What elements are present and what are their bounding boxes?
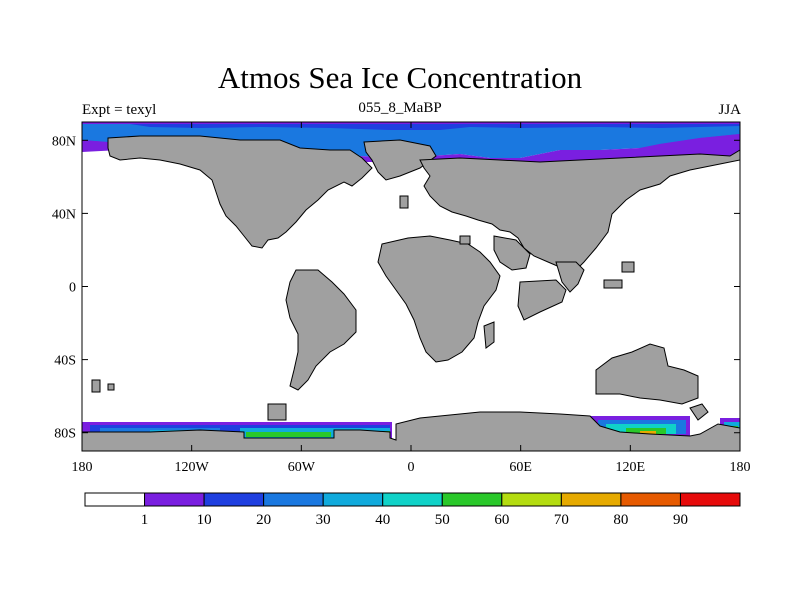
y-tick-label: 80S bbox=[54, 427, 76, 442]
colorbar-label: 1 bbox=[141, 512, 149, 528]
colorbar-label: 70 bbox=[554, 512, 569, 528]
land-masses bbox=[81, 135, 741, 452]
colorbar-swatch bbox=[322, 492, 384, 507]
x-tick-label: 60E bbox=[509, 460, 532, 475]
x-tick-label: 120E bbox=[616, 460, 646, 475]
x-tick-label: 120W bbox=[175, 460, 210, 475]
greenland bbox=[363, 139, 437, 181]
colorbar-swatch bbox=[501, 492, 562, 507]
island-uk bbox=[399, 195, 409, 209]
eurasia bbox=[419, 149, 741, 273]
colorbar-label: 50 bbox=[435, 512, 450, 528]
new-zealand bbox=[689, 403, 709, 421]
island-japan bbox=[621, 261, 635, 273]
x-tick-label: 180 bbox=[72, 460, 93, 475]
colorbar-swatch bbox=[382, 492, 443, 507]
southeast-asia-islands bbox=[517, 279, 567, 321]
colorbar-label: 60 bbox=[494, 512, 509, 528]
colorbar-label: 10 bbox=[197, 512, 212, 528]
colorbar-label: 40 bbox=[375, 512, 390, 528]
colorbar-swatch bbox=[441, 492, 503, 507]
y-tick-label: 80N bbox=[52, 134, 76, 149]
colorbar-swatch bbox=[203, 492, 265, 507]
arabian-peninsula bbox=[493, 235, 531, 271]
australia bbox=[595, 343, 699, 405]
x-tick-label: 0 bbox=[408, 460, 415, 475]
island-small-2 bbox=[107, 383, 115, 391]
colorbar-swatch bbox=[144, 492, 205, 507]
colorbar-swatch bbox=[560, 492, 622, 507]
case-label: 055_8_MaBP bbox=[358, 100, 442, 116]
x-tick-label: 180 bbox=[730, 460, 751, 475]
north-america bbox=[107, 135, 373, 249]
colorbar-swatch bbox=[679, 492, 741, 507]
colorbar-label: 20 bbox=[256, 512, 271, 528]
map-axes: 80N 40N 0 40S 80S 180 120W 60W 0 60E 120E 180 bbox=[52, 122, 751, 475]
y-tick-label: 40N bbox=[52, 207, 76, 222]
island-small-3 bbox=[267, 403, 287, 421]
south-america bbox=[285, 269, 357, 391]
madagascar bbox=[483, 321, 495, 349]
island-new-guinea bbox=[603, 279, 623, 289]
x-tick-label: 60W bbox=[288, 460, 316, 475]
india bbox=[555, 261, 585, 293]
season-label: JJA bbox=[718, 102, 741, 118]
colorbar-label: 90 bbox=[673, 512, 688, 528]
colorbar-swatch bbox=[263, 492, 324, 507]
map-title: Atmos Sea Ice Concentration bbox=[217, 60, 583, 95]
colorbar-swatch bbox=[620, 492, 681, 507]
colorbar: 1 10 20 30 40 50 60 70 80 90 bbox=[84, 492, 741, 528]
colorbar-label: 30 bbox=[316, 512, 331, 528]
y-tick-label: 0 bbox=[69, 281, 76, 296]
colorbar-label: 80 bbox=[613, 512, 628, 528]
island-small-1 bbox=[91, 379, 101, 393]
island-small-4 bbox=[459, 235, 471, 245]
colorbar-swatch bbox=[84, 492, 146, 507]
y-tick-label: 40S bbox=[54, 354, 76, 369]
antarctica bbox=[81, 411, 741, 452]
experiment-label: Expt = texyl bbox=[82, 102, 157, 118]
